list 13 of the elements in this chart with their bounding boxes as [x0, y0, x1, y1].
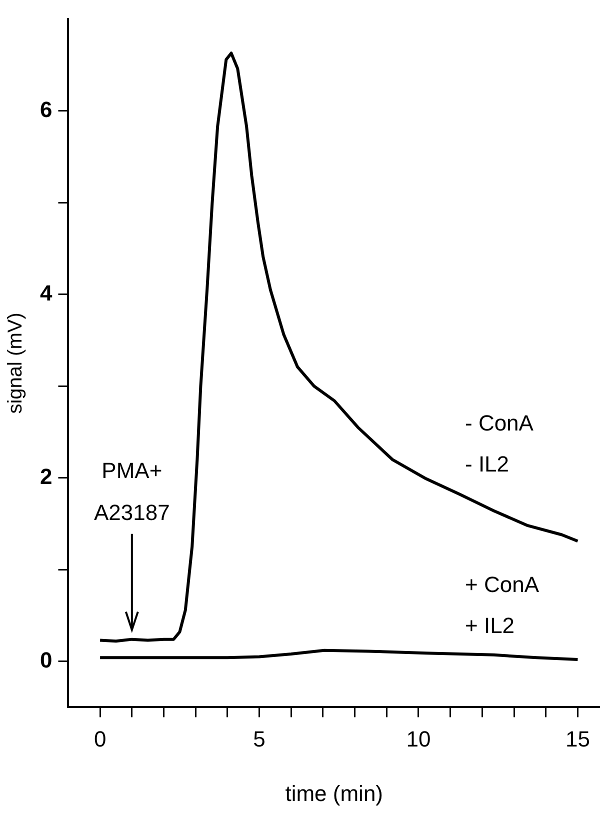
x-axis-title: time (min)	[285, 780, 384, 806]
series-label: - ConA - IL2	[465, 410, 534, 476]
series-label: + ConA + IL2	[465, 572, 540, 638]
y-axis-title: signal (mV)	[4, 312, 27, 414]
y-tick-label: 2	[40, 464, 52, 489]
y-tick-label: 4	[40, 280, 53, 306]
x-tick-label: 15	[565, 726, 590, 752]
x-tick-label: 10	[406, 726, 431, 752]
y-tick-label: 6	[40, 96, 52, 122]
annotation: PMA+ A23187	[94, 458, 170, 525]
x-tick-label: 5	[253, 726, 266, 752]
x-tick-label: 0	[94, 726, 106, 752]
y-tick-label: 0	[40, 647, 52, 672]
